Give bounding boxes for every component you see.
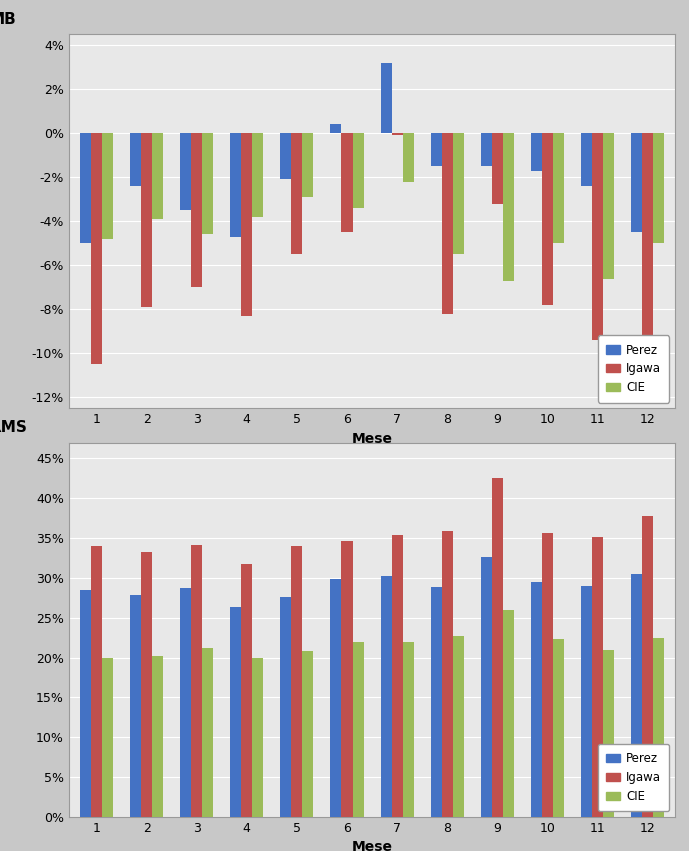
Bar — [431, 586, 442, 817]
Bar — [180, 588, 191, 817]
Bar — [91, 546, 102, 817]
Bar — [592, 133, 603, 340]
Bar — [481, 133, 492, 166]
Bar — [553, 133, 564, 243]
Bar — [542, 133, 553, 305]
Bar — [603, 650, 614, 817]
Bar — [141, 551, 152, 817]
Bar — [130, 133, 141, 186]
Bar — [492, 133, 503, 203]
Bar — [492, 478, 503, 817]
Bar — [91, 133, 102, 364]
Legend: Perez, Igawa, CIE: Perez, Igawa, CIE — [598, 744, 669, 811]
Bar — [653, 133, 664, 243]
Bar — [503, 133, 514, 281]
Bar — [302, 133, 313, 197]
Bar — [102, 133, 113, 239]
Bar — [581, 133, 592, 186]
Bar — [653, 637, 664, 817]
Bar — [353, 133, 364, 208]
Bar — [180, 133, 191, 210]
Bar — [280, 133, 291, 180]
Bar — [402, 133, 413, 181]
Bar — [230, 608, 241, 817]
Bar — [252, 133, 263, 217]
Bar — [191, 545, 202, 817]
Bar — [391, 133, 402, 135]
Bar — [603, 133, 614, 278]
Text: MB: MB — [0, 12, 17, 26]
Bar — [431, 133, 442, 166]
Legend: Perez, Igawa, CIE: Perez, Igawa, CIE — [598, 335, 669, 403]
Bar — [80, 133, 91, 243]
Bar — [252, 659, 263, 817]
Bar — [481, 557, 492, 817]
Bar — [380, 576, 391, 817]
Bar — [453, 636, 464, 817]
Bar — [402, 643, 413, 817]
Bar — [542, 533, 553, 817]
Bar — [642, 516, 653, 817]
Bar — [331, 124, 342, 133]
Bar — [191, 133, 202, 288]
Bar — [141, 133, 152, 307]
Bar — [380, 63, 391, 133]
Bar — [241, 563, 252, 817]
Bar — [453, 133, 464, 254]
Bar — [442, 133, 453, 314]
Bar — [531, 582, 542, 817]
Bar — [642, 133, 653, 375]
Bar — [342, 133, 353, 232]
Bar — [581, 586, 592, 817]
Bar — [503, 610, 514, 817]
Bar — [331, 579, 342, 817]
Bar — [531, 133, 542, 170]
Bar — [353, 642, 364, 817]
X-axis label: Mese: Mese — [351, 841, 393, 851]
Bar — [631, 574, 642, 817]
Bar — [152, 133, 163, 219]
Text: RMS: RMS — [0, 420, 28, 435]
Bar — [553, 638, 564, 817]
Bar — [102, 659, 113, 817]
Bar — [391, 535, 402, 817]
Bar — [130, 596, 141, 817]
Bar — [291, 133, 302, 254]
Bar — [152, 656, 163, 817]
Bar — [241, 133, 252, 316]
X-axis label: Mese: Mese — [351, 432, 393, 446]
Bar — [280, 597, 291, 817]
Bar — [592, 536, 603, 817]
Bar — [230, 133, 241, 237]
Bar — [342, 540, 353, 817]
Bar — [631, 133, 642, 232]
Bar — [80, 590, 91, 817]
Bar — [442, 531, 453, 817]
Bar — [302, 651, 313, 817]
Bar — [202, 133, 213, 235]
Bar — [202, 648, 213, 817]
Bar — [291, 546, 302, 817]
